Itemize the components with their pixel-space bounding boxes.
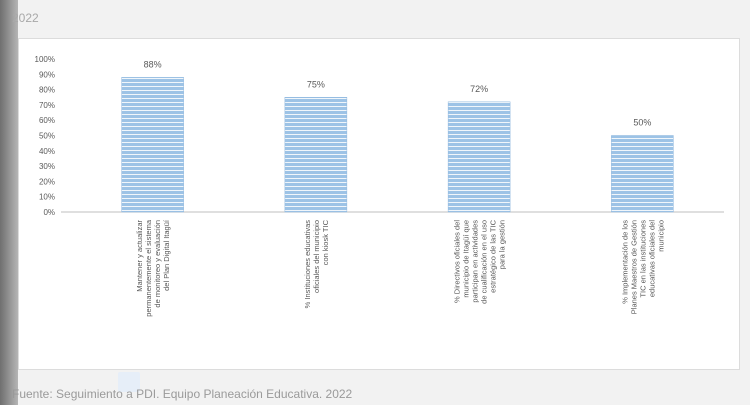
y-tick-label: 10% (39, 193, 55, 202)
category-label-line: % Implementación de los (620, 220, 629, 304)
bar-data-label: 50% (633, 118, 651, 128)
category-label-line: para la gestión (498, 220, 507, 269)
source-caption: Fuente: Seguimiento a PDI. Equipo Planea… (12, 387, 353, 401)
left-edge-strip (0, 0, 18, 405)
y-tick-label: 0% (43, 208, 55, 217)
category-label-line: estratégico de las TIC (489, 219, 498, 292)
y-tick-label: 100% (35, 55, 55, 64)
bar-chart: 100% 90% 80% 70% 60% 50% 40% 30% 20% 10% 0% 88% 75%… (35, 55, 724, 317)
category-label-line: educativas oficiales del (647, 220, 656, 297)
bar-data-label: 72% (470, 84, 488, 94)
bar (121, 77, 184, 213)
bar (284, 97, 348, 213)
category-label-line: municipio (656, 220, 665, 252)
category-label-line: % Instituciones educativas (303, 220, 312, 309)
category-label-line: Planes Maestros de Gestión (629, 220, 638, 314)
category-label-line: Mantener y actualizar (135, 220, 144, 292)
y-tick-label: 40% (39, 147, 55, 156)
year-label: 2022 (12, 11, 39, 25)
category-label-line: TIC en las instituciones (638, 220, 647, 298)
category-label-line: de monitoreo y evaluación (153, 220, 162, 308)
category-label-line: de cualificación en el uso (480, 220, 489, 304)
y-tick-label: 90% (39, 70, 55, 79)
bar-data-label: 75% (307, 79, 325, 89)
y-tick-label: 80% (39, 86, 55, 95)
category-label-line: permanentemente el sistema (144, 219, 153, 317)
y-tick-label: 20% (39, 177, 55, 186)
bar-data-label: 88% (144, 59, 162, 69)
category-label-line: oficiales del municipio (312, 220, 321, 293)
bars (121, 77, 674, 213)
category-label-line: participan en actividades (471, 220, 480, 303)
chart-panel: 100% 90% 80% 70% 60% 50% 40% 30% 20% 10% 0% 88% 75%… (18, 38, 740, 370)
y-tick-label: 30% (39, 162, 55, 171)
y-tick-label: 70% (39, 101, 55, 110)
y-tick-label: 60% (39, 116, 55, 125)
source-badge (118, 372, 140, 392)
category-labels: Mantener y actualizar permanentemente el … (135, 219, 665, 317)
y-axis-tick-labels: 100% 90% 80% 70% 60% 50% 40% 30% 20% 10% 0% (35, 55, 55, 217)
category-label-line: % Directivos oficiales del (453, 220, 462, 303)
bar (611, 135, 674, 213)
bar (447, 101, 511, 213)
data-labels: 88% 75% 72% 50% (144, 59, 652, 127)
y-tick-label: 50% (39, 132, 55, 141)
category-label-line: del Plan Digital Itagüí (162, 219, 171, 291)
category-label-line: municipio de Itagüí que (462, 220, 471, 298)
category-label-line: con kiosk TIC (321, 219, 330, 265)
